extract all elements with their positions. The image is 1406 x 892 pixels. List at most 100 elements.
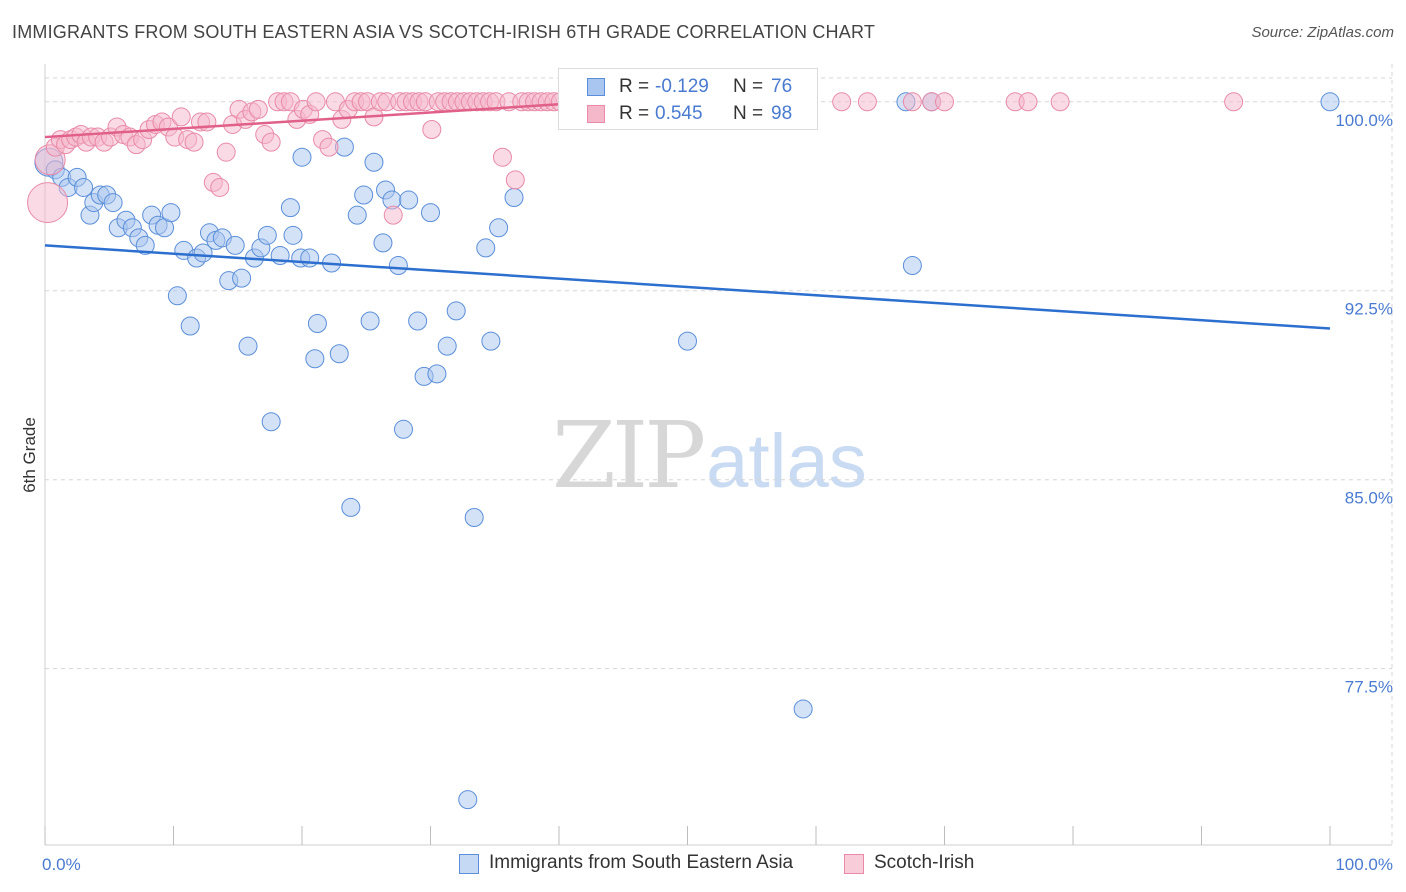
data-points bbox=[27, 92, 1340, 810]
pink-trend-line bbox=[44, 103, 560, 139]
pink-data-point bbox=[184, 132, 204, 152]
blue-swatch bbox=[459, 854, 479, 874]
legend-n-value: 98 bbox=[771, 103, 793, 124]
stats-legend: R = -0.129 N = 76 R = 0.545 N = 98 bbox=[558, 68, 818, 130]
blue-data-point bbox=[476, 238, 496, 258]
watermark-zip: ZIP bbox=[552, 402, 706, 509]
grid-lines bbox=[45, 64, 1393, 845]
watermark: ZIPatlas bbox=[552, 402, 867, 509]
blue-data-point bbox=[238, 336, 258, 356]
pink-data-point bbox=[857, 92, 877, 112]
blue-swatch bbox=[587, 78, 605, 96]
pink-data-point bbox=[1050, 92, 1070, 112]
blue-data-point bbox=[504, 188, 524, 208]
trend-lines bbox=[44, 103, 1331, 330]
legend-n-label: N = bbox=[733, 76, 764, 97]
pink-data-point bbox=[505, 170, 525, 190]
blue-data-point bbox=[489, 218, 509, 238]
tick-labels: 100.0% 92.5% 85.0% 77.5% 0.0% 100.0% 6th Grade bbox=[20, 111, 1393, 874]
chart-title: IMMIGRANTS FROM SOUTH EASTERN ASIA VS SC… bbox=[12, 22, 876, 42]
y-tick-label: 92.5% bbox=[1345, 300, 1393, 319]
blue-data-point bbox=[364, 152, 384, 172]
blue-data-point bbox=[292, 147, 312, 167]
blue-data-point bbox=[360, 311, 380, 331]
blue-data-point bbox=[446, 301, 466, 321]
blue-data-point bbox=[257, 225, 277, 245]
blue-data-point bbox=[1320, 92, 1340, 112]
blue-data-point bbox=[373, 233, 393, 253]
blue-data-point bbox=[135, 235, 155, 255]
legend-r-value: 0.545 bbox=[655, 103, 703, 124]
pink-data-point bbox=[935, 92, 954, 112]
pink-data-point bbox=[306, 92, 326, 112]
blue-data-point bbox=[300, 248, 320, 268]
blue-data-point bbox=[678, 331, 697, 351]
y-tick-label: 85.0% bbox=[1345, 489, 1393, 508]
pink-data-point bbox=[1018, 92, 1038, 112]
blue-data-point bbox=[793, 699, 813, 719]
blue-data-point bbox=[307, 313, 327, 333]
pink-data-point bbox=[319, 137, 339, 157]
pink-swatch bbox=[587, 105, 605, 123]
blue-data-point bbox=[458, 790, 478, 810]
legend-row-blue: R = -0.129 N = 76 bbox=[559, 74, 817, 100]
y-tick-label: 100.0% bbox=[1335, 111, 1393, 130]
x-tick-label-min: 0.0% bbox=[42, 855, 81, 874]
blue-data-point bbox=[464, 507, 484, 527]
pink-data-point bbox=[832, 92, 852, 112]
pink-data-point bbox=[171, 107, 191, 127]
blue-data-point bbox=[74, 177, 94, 197]
pink-data-point bbox=[216, 142, 236, 162]
blue-data-point bbox=[305, 349, 325, 369]
blue-data-point bbox=[399, 190, 419, 210]
legend-row-pink: R = 0.545 N = 98 bbox=[559, 101, 817, 127]
series-legend: Immigrants from South Eastern Asia Scotc… bbox=[0, 852, 1406, 878]
pink-data-point bbox=[248, 99, 268, 119]
blue-data-point bbox=[167, 286, 187, 306]
blue-data-point bbox=[421, 203, 440, 223]
blue-data-point bbox=[261, 412, 281, 432]
legend-n-label: N = bbox=[733, 103, 764, 124]
pink-data-point bbox=[210, 177, 230, 197]
blue-data-point bbox=[437, 336, 457, 356]
blue-data-point bbox=[103, 193, 123, 213]
blue-data-point bbox=[280, 198, 300, 218]
blue-data-point bbox=[193, 243, 213, 263]
source-label: Source: ZipAtlas.com bbox=[1251, 24, 1394, 41]
blue-trend-line bbox=[44, 244, 1331, 330]
y-axis-title: 6th Grade bbox=[20, 417, 39, 493]
blue-data-point bbox=[161, 203, 181, 223]
blue-data-point bbox=[388, 256, 408, 276]
legend-r-label: R = bbox=[619, 103, 650, 124]
blue-data-point bbox=[225, 235, 245, 255]
blue-data-point bbox=[180, 316, 200, 336]
legend-label: Immigrants from South Eastern Asia bbox=[489, 852, 794, 873]
pink-data-point bbox=[1224, 92, 1244, 112]
blue-data-point bbox=[902, 256, 922, 276]
blue-data-point bbox=[354, 185, 374, 205]
x-tick-label-max: 100.0% bbox=[1335, 855, 1393, 874]
blue-data-point bbox=[394, 419, 414, 439]
watermark-atlas: atlas bbox=[706, 419, 867, 504]
pink-swatch bbox=[844, 854, 864, 874]
legend-n-value: 76 bbox=[771, 76, 793, 97]
axes bbox=[44, 64, 1392, 846]
legend-label: Scotch-Irish bbox=[874, 852, 975, 873]
pink-data-point bbox=[27, 182, 69, 224]
pink-data-point bbox=[261, 132, 281, 152]
blue-data-point bbox=[232, 268, 252, 288]
blue-data-point bbox=[283, 225, 303, 245]
blue-data-point bbox=[329, 344, 349, 364]
pink-data-point bbox=[383, 205, 403, 225]
pink-data-point bbox=[902, 92, 922, 112]
legend-r-value: -0.129 bbox=[655, 76, 709, 97]
blue-data-point bbox=[408, 311, 428, 331]
blue-data-point bbox=[341, 497, 361, 517]
blue-data-point bbox=[481, 331, 501, 351]
blue-data-point bbox=[347, 205, 367, 225]
pink-data-point bbox=[492, 147, 512, 167]
pink-data-point bbox=[422, 120, 442, 140]
legend-r-label: R = bbox=[619, 76, 650, 97]
y-tick-label: 77.5% bbox=[1345, 678, 1393, 697]
